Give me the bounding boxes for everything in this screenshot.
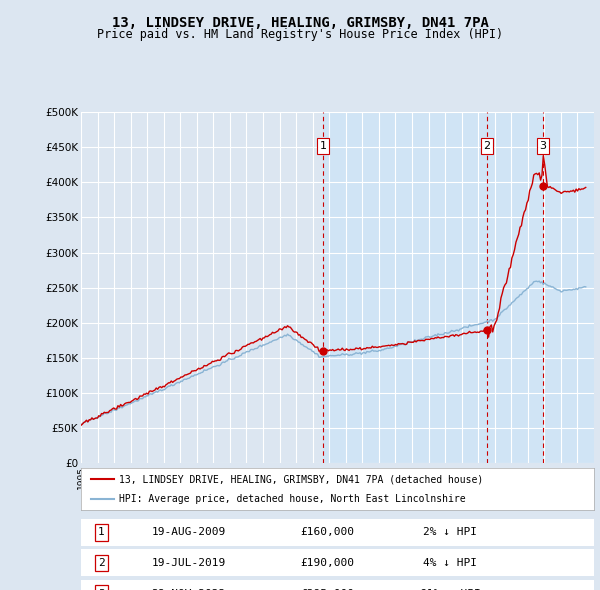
Text: 19-JUL-2019: 19-JUL-2019 (152, 558, 226, 568)
Text: 19-AUG-2009: 19-AUG-2009 (152, 527, 226, 537)
Text: 1: 1 (319, 141, 326, 151)
Text: 13, LINDSEY DRIVE, HEALING, GRIMSBY, DN41 7PA (detached house): 13, LINDSEY DRIVE, HEALING, GRIMSBY, DN4… (119, 474, 484, 484)
Text: 61% ↑ HPI: 61% ↑ HPI (420, 589, 481, 590)
Bar (323, 112, 487, 463)
Text: 3: 3 (539, 141, 547, 151)
Text: 13, LINDSEY DRIVE, HEALING, GRIMSBY, DN41 7PA: 13, LINDSEY DRIVE, HEALING, GRIMSBY, DN4… (112, 16, 488, 30)
Text: £395,000: £395,000 (300, 589, 354, 590)
Text: 28-NOV-2022: 28-NOV-2022 (152, 589, 226, 590)
Bar (487, 112, 543, 463)
Text: Price paid vs. HM Land Registry's House Price Index (HPI): Price paid vs. HM Land Registry's House … (97, 28, 503, 41)
Text: 1: 1 (98, 527, 105, 537)
Bar (543, 112, 594, 463)
Text: 2: 2 (484, 141, 491, 151)
Text: £190,000: £190,000 (300, 558, 354, 568)
Text: 2% ↓ HPI: 2% ↓ HPI (424, 527, 478, 537)
Text: HPI: Average price, detached house, North East Lincolnshire: HPI: Average price, detached house, Nort… (119, 494, 466, 504)
Text: 2: 2 (98, 558, 105, 568)
Text: 4% ↓ HPI: 4% ↓ HPI (424, 558, 478, 568)
Text: 3: 3 (98, 589, 105, 590)
Text: £160,000: £160,000 (300, 527, 354, 537)
